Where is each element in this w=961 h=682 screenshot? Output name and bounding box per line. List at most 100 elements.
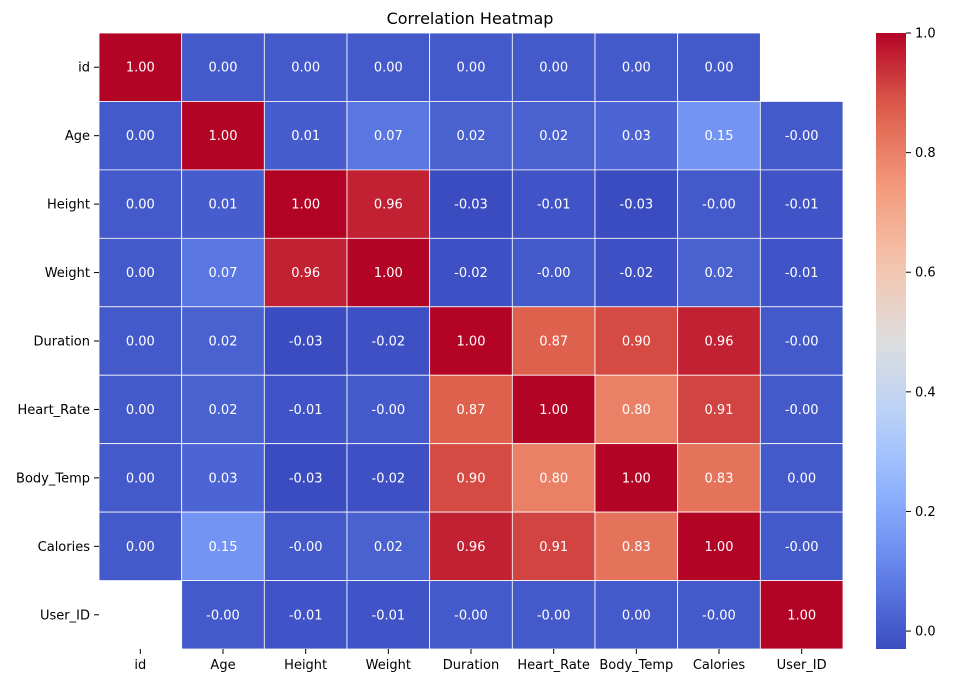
- heatmap-cell: [511, 32, 596, 102]
- x-tick-label: Heart_Rate: [517, 658, 590, 673]
- cell-value-label: 0.87: [457, 403, 486, 418]
- heatmap-cell: [346, 169, 431, 239]
- cell-value-label: -0.00: [702, 198, 736, 213]
- cell-value-label: 0.03: [209, 471, 238, 486]
- cell-value-label: 0.00: [291, 61, 320, 76]
- heatmap-cell: [346, 32, 431, 102]
- heatmap-cell: [429, 32, 513, 102]
- cell-value-label: -0.02: [454, 266, 488, 281]
- heatmap-cell: [511, 580, 596, 650]
- heatmap-cell: [511, 169, 596, 239]
- colorbar-tick-label: 0.0: [915, 625, 936, 640]
- cell-value-label: 0.02: [539, 129, 568, 144]
- cell-value-label: 0.00: [787, 471, 816, 486]
- heatmap-cell: [429, 306, 513, 376]
- heatmap-cell: [511, 101, 596, 171]
- cell-value-label: 0.00: [374, 61, 403, 76]
- cell-value-label: 0.00: [126, 403, 155, 418]
- cell-value-label: 1.00: [539, 403, 568, 418]
- y-tick-label: Weight: [45, 266, 90, 281]
- heatmap-cell: [263, 374, 348, 445]
- cell-value-label: 0.02: [457, 129, 486, 144]
- x-tick-label: Calories: [693, 658, 746, 673]
- heatmap-cell: [759, 374, 844, 445]
- cell-value-label: 0.83: [622, 540, 651, 555]
- heatmap-cell: [263, 306, 348, 376]
- cell-value-label: 0.00: [126, 335, 155, 350]
- cell-value-label: 0.15: [705, 129, 734, 144]
- y-tick-label: id: [78, 61, 90, 76]
- cell-value-label: 0.00: [457, 61, 486, 76]
- cell-value-label: -0.00: [454, 608, 488, 623]
- heatmap-cell: [98, 374, 183, 445]
- x-axis: id Age Height Weight Duration Heart_Rate Body_…: [134, 649, 827, 673]
- heatmap-cell: [429, 374, 513, 445]
- cell-value-label: -0.00: [785, 403, 819, 418]
- heatmap-cell: [759, 169, 844, 239]
- y-tick-label: Heart_Rate: [18, 403, 91, 418]
- heatmap-cell: [429, 169, 513, 239]
- cell-value-label: 0.96: [457, 540, 486, 555]
- heatmap-cell: [677, 101, 761, 171]
- cell-value-label: 0.07: [209, 266, 238, 281]
- heatmap-cell: [181, 32, 265, 102]
- heatmap-cell: [181, 237, 265, 308]
- cell-value-label: 0.00: [126, 198, 155, 213]
- heatmap-cell: [594, 306, 679, 376]
- cell-value-label: 1.00: [457, 335, 486, 350]
- colorbar-tick-label: 1.0: [915, 27, 936, 42]
- heatmap-cell: [677, 32, 761, 102]
- cell-value-label: -0.02: [620, 266, 654, 281]
- heatmap-cell: [677, 443, 761, 513]
- heatmap-cell: [429, 237, 513, 308]
- cell-value-label: 1.00: [374, 266, 403, 281]
- cell-value-label: -0.00: [702, 608, 736, 623]
- cell-value-label: 0.00: [126, 266, 155, 281]
- heatmap-cell: [677, 169, 761, 239]
- heatmap-cell: [263, 443, 348, 513]
- cell-value-label: -0.02: [372, 471, 406, 486]
- heatmap-cell: [594, 511, 679, 581]
- cell-value-label: 0.96: [291, 266, 320, 281]
- cell-value-label: 1.00: [291, 198, 320, 213]
- colorbar: 0.0 0.2 0.4 0.6 0.8 1.0: [876, 27, 936, 649]
- y-tick-label: Height: [47, 198, 90, 213]
- cell-value-label: 0.90: [457, 471, 486, 486]
- x-tick-label: Body_Temp: [599, 658, 673, 673]
- heatmap-cell: [346, 511, 431, 581]
- heatmap-cell: [98, 306, 183, 376]
- x-tick-label: Age: [210, 658, 235, 673]
- colorbar-tick-label: 0.2: [915, 505, 936, 520]
- cell-value-label: 0.00: [126, 471, 155, 486]
- cell-value-label: 0.00: [209, 61, 238, 76]
- cell-value-label: 1.00: [705, 540, 734, 555]
- heatmap-cell: [594, 374, 679, 445]
- cell-value-label: -0.03: [289, 471, 323, 486]
- y-tick-label: User_ID: [40, 608, 90, 623]
- heatmap-cell: [429, 101, 513, 171]
- heatmap-cell: [181, 169, 265, 239]
- cell-value-label: -0.00: [785, 129, 819, 144]
- heatmap-cell: [346, 101, 431, 171]
- cell-value-label: 0.80: [622, 403, 651, 418]
- y-tick-label: Calories: [38, 540, 91, 555]
- cell-value-label: 0.00: [126, 129, 155, 144]
- cell-value-label: 0.96: [705, 335, 734, 350]
- cell-value-label: 1.00: [209, 129, 238, 144]
- cell-value-label: 0.83: [705, 471, 734, 486]
- cell-value-label: 0.80: [539, 471, 568, 486]
- heatmap-cell: [346, 443, 431, 513]
- colorbar-gradient: [876, 33, 906, 649]
- heatmap-cell: [594, 101, 679, 171]
- cell-value-label: 0.02: [705, 266, 734, 281]
- cell-value-label: -0.01: [372, 608, 406, 623]
- y-axis: id Age Height Weight Duration Heart_Rate Body_…: [16, 61, 99, 623]
- heatmap-cell: [677, 580, 761, 650]
- x-tick-label: User_ID: [777, 658, 827, 673]
- cell-value-label: 1.00: [787, 608, 816, 623]
- y-tick-label: Duration: [34, 335, 90, 350]
- cell-value-label: 0.07: [374, 129, 403, 144]
- heatmap-cell: [759, 237, 844, 308]
- cell-value-label: 0.01: [291, 129, 320, 144]
